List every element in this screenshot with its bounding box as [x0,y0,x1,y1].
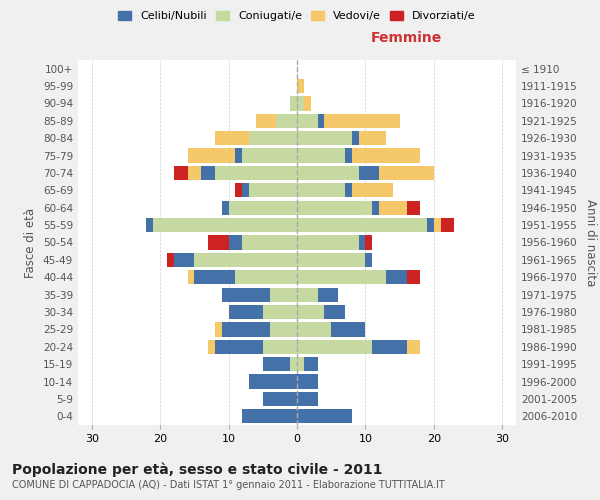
Bar [242,183,249,198]
Bar [208,236,229,250]
Bar [229,236,242,250]
Legend: Celibi/Nubili, Coniugati/e, Vedovi/e, Divorziati/e: Celibi/Nubili, Coniugati/e, Vedovi/e, Di… [118,11,476,22]
Bar [359,236,365,250]
Bar [297,253,365,267]
Bar [359,131,386,146]
Bar [407,270,420,284]
Bar [345,148,352,162]
Bar [297,409,352,424]
Bar [297,340,372,354]
Bar [215,322,222,336]
Text: Popolazione per età, sesso e stato civile - 2011: Popolazione per età, sesso e stato civil… [12,462,383,477]
Bar [263,357,290,372]
Bar [372,340,407,354]
Bar [235,270,297,284]
Bar [297,148,345,162]
Bar [304,357,317,372]
Bar [325,305,345,319]
Bar [222,288,269,302]
Bar [297,392,317,406]
Bar [174,253,194,267]
Bar [325,114,400,128]
Bar [235,148,242,162]
Bar [386,270,407,284]
Bar [434,218,441,232]
Bar [229,305,263,319]
Bar [297,218,427,232]
Bar [372,200,379,215]
Bar [194,270,235,284]
Bar [290,96,297,110]
Bar [407,340,420,354]
Bar [242,236,297,250]
Bar [297,131,352,146]
Bar [222,200,229,215]
Bar [297,200,372,215]
Bar [407,200,420,215]
Bar [290,357,297,372]
Bar [208,340,215,354]
Bar [187,166,201,180]
Bar [297,322,331,336]
Bar [277,114,297,128]
Bar [297,305,325,319]
Bar [249,183,297,198]
Bar [317,288,338,302]
Bar [269,288,297,302]
Bar [297,270,386,284]
Bar [194,253,297,267]
Bar [345,183,352,198]
Bar [263,305,297,319]
Bar [297,79,304,93]
Bar [146,218,153,232]
Bar [297,183,345,198]
Bar [249,131,297,146]
Bar [379,166,434,180]
Y-axis label: Anni di nascita: Anni di nascita [584,199,597,286]
Bar [235,183,242,198]
Bar [201,166,215,180]
Bar [167,253,174,267]
Bar [263,392,297,406]
Bar [297,236,359,250]
Bar [352,131,359,146]
Text: COMUNE DI CAPPADOCIA (AQ) - Dati ISTAT 1° gennaio 2011 - Elaborazione TUTTITALIA: COMUNE DI CAPPADOCIA (AQ) - Dati ISTAT 1… [12,480,445,490]
Bar [215,340,263,354]
Bar [187,270,194,284]
Bar [229,200,297,215]
Bar [256,114,277,128]
Bar [359,166,379,180]
Bar [215,131,249,146]
Bar [331,322,365,336]
Bar [352,148,420,162]
Bar [297,288,317,302]
Bar [174,166,187,180]
Bar [242,148,297,162]
Bar [153,218,297,232]
Bar [242,409,297,424]
Bar [365,236,372,250]
Bar [263,340,297,354]
Bar [441,218,454,232]
Bar [379,200,407,215]
Bar [352,183,393,198]
Bar [297,114,317,128]
Y-axis label: Fasce di età: Fasce di età [25,208,37,278]
Bar [215,166,297,180]
Bar [304,96,311,110]
Bar [297,166,359,180]
Bar [427,218,434,232]
Text: Femmine: Femmine [371,32,442,46]
Bar [187,148,235,162]
Bar [365,253,372,267]
Bar [297,96,304,110]
Bar [249,374,297,388]
Bar [269,322,297,336]
Bar [297,357,304,372]
Bar [317,114,325,128]
Bar [222,322,269,336]
Bar [297,374,317,388]
